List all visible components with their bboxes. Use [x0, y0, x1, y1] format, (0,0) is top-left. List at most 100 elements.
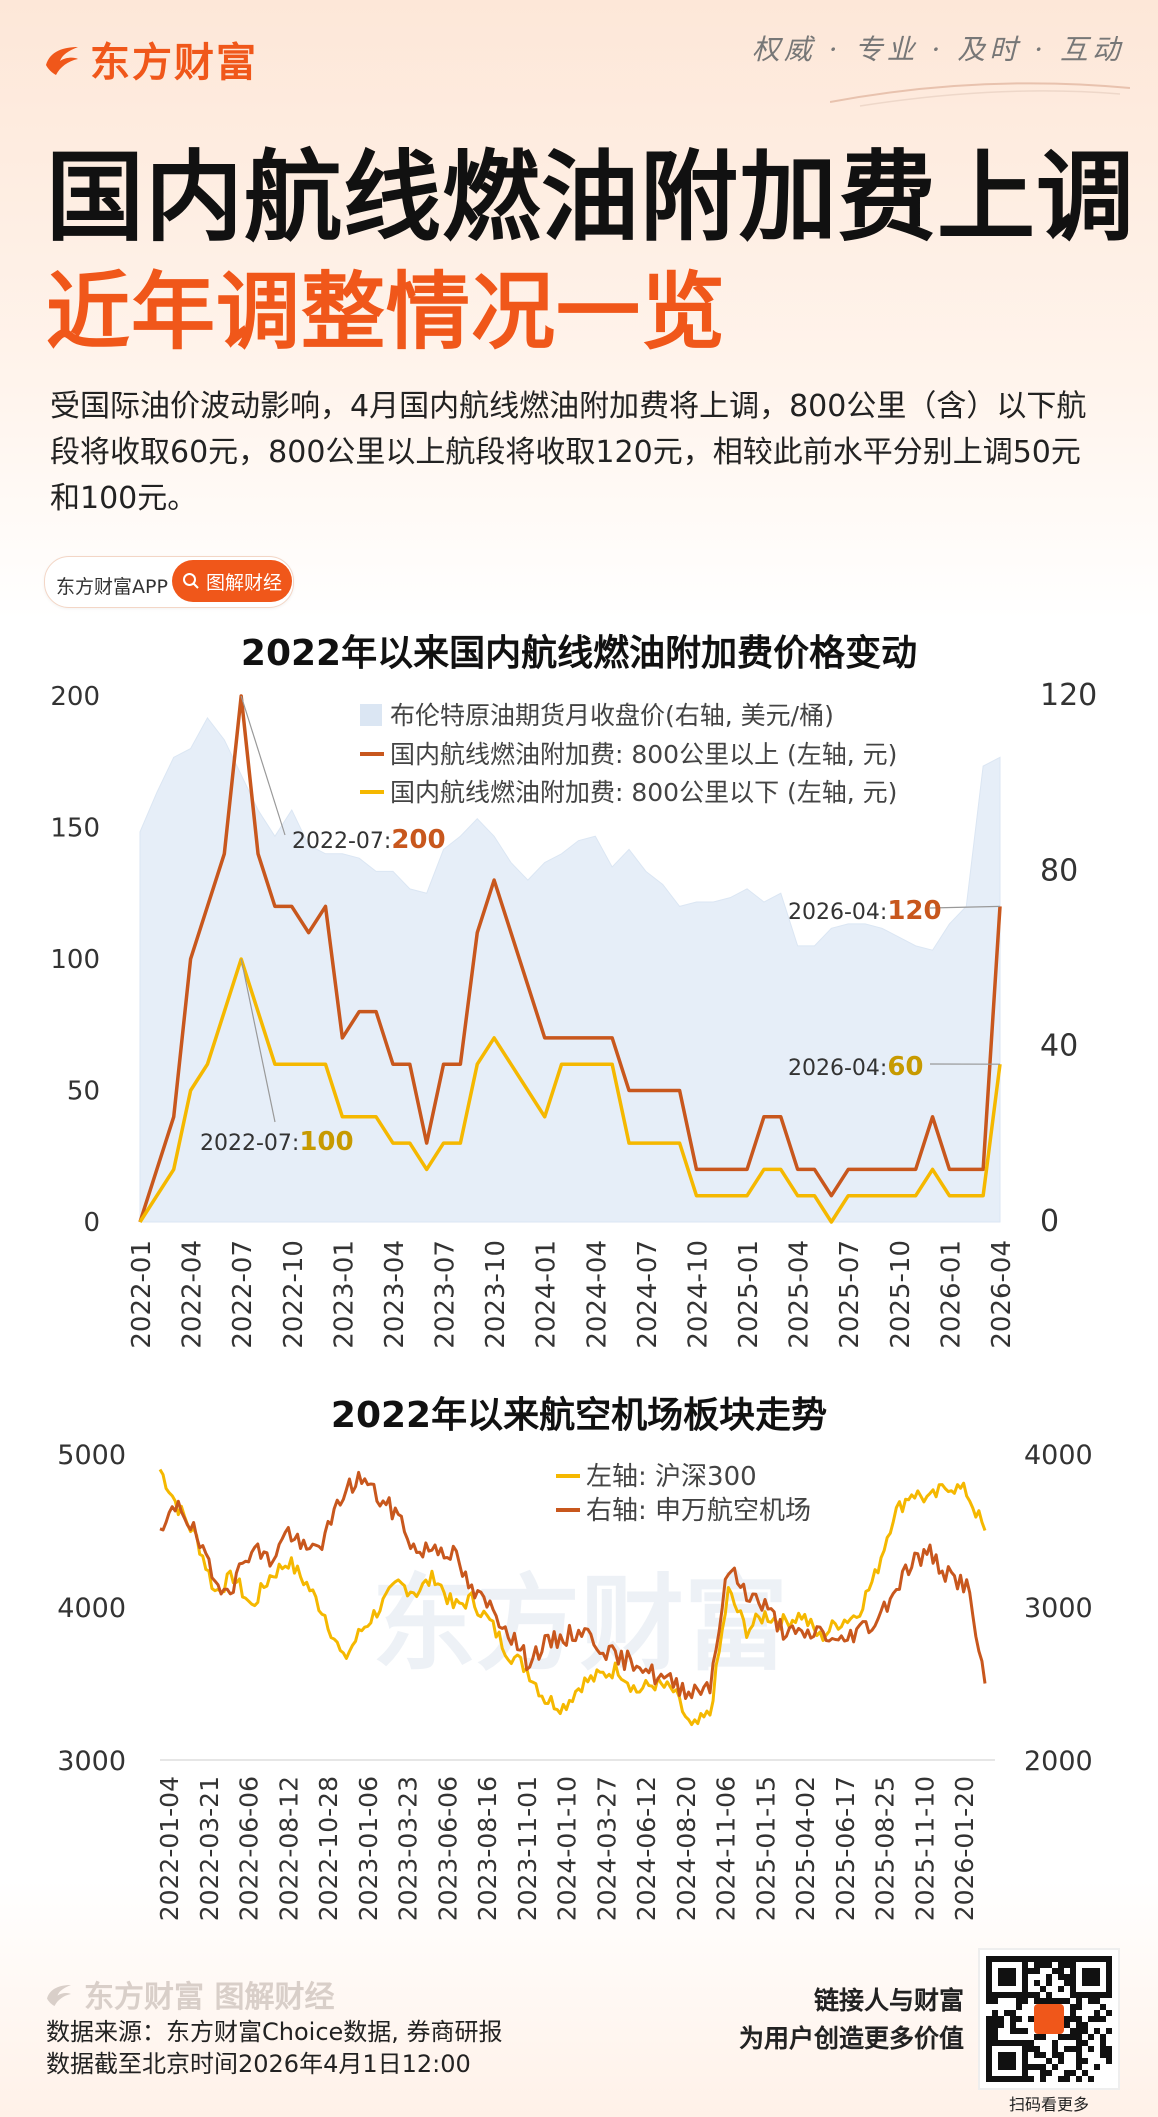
qr-module — [1058, 1956, 1064, 1962]
qr-module — [1100, 2040, 1106, 2046]
qr-module — [1064, 1998, 1070, 2004]
annotation-date: 2022-07: — [200, 1131, 299, 1156]
qr-module — [1076, 2046, 1082, 2052]
brand-logo: 东方财富 — [42, 30, 258, 88]
qr-module — [1040, 2070, 1046, 2076]
qr-module — [1010, 2016, 1016, 2022]
qr-module — [1070, 2004, 1076, 2010]
qr-finder-core — [998, 1968, 1016, 1986]
asof-line: 数据截至北京时间2026年4月1日12:00 — [46, 2050, 471, 2078]
infographic-tag-button[interactable]: 图解财经 — [172, 560, 292, 602]
qr-module — [1082, 2058, 1088, 2064]
qr-module — [1034, 1980, 1040, 1986]
x-tick-label: 2023-08-16 — [473, 1776, 502, 1921]
qr-module — [1046, 2070, 1052, 2076]
qr-module — [1064, 2076, 1070, 2082]
qr-finder-core — [998, 2052, 1016, 2070]
qr-module — [1058, 2058, 1064, 2064]
flame-logo-icon — [47, 1985, 71, 2006]
qr-module — [1034, 2052, 1040, 2058]
qr-module — [1022, 2028, 1028, 2034]
x-tick-label: 2024-01-10 — [553, 1776, 582, 1921]
legend-label-airline: 右轴: 申万航空机场 — [586, 1496, 811, 1526]
x-tick-label: 2023-01 — [329, 1240, 359, 1349]
qr-module — [986, 2022, 992, 2028]
qr-module — [1016, 2028, 1022, 2034]
qr-center-logo-icon — [1034, 2004, 1064, 2034]
x-tick-label: 2026-01 — [936, 1240, 966, 1349]
qr-module — [1040, 2064, 1046, 2070]
right-tick-label: 4000 — [1024, 1440, 1093, 1471]
qr-module — [1064, 1974, 1070, 1980]
chart1-title: 2022年以来国内航线燃油附加费价格变动 — [240, 633, 918, 674]
qr-module — [1040, 2076, 1046, 2082]
x-tick-label: 2023-06-06 — [433, 1776, 462, 1921]
qr-module — [1076, 2058, 1082, 2064]
x-tick-label: 2024-08-20 — [672, 1776, 701, 1921]
source-line: 数据来源：东方财富Choice数据, 券商研报 — [46, 2018, 503, 2046]
x-tick-label: 2024-01 — [532, 1240, 562, 1349]
qr-module — [992, 2028, 998, 2034]
qr-code[interactable] — [978, 1948, 1120, 2090]
x-tick-label: 2024-10 — [683, 1240, 713, 1349]
qr-module — [986, 1998, 992, 2004]
qr-module — [1070, 2016, 1076, 2022]
x-tick-label: 2026-04 — [987, 1240, 1017, 1349]
left-tick-label: 4000 — [57, 1593, 126, 1624]
qr-module — [1100, 2046, 1106, 2052]
qr-module — [1058, 1962, 1064, 1968]
qr-caption: 扫码看更多 — [1008, 2095, 1089, 2114]
annotation-date: 2026-04: — [788, 1056, 887, 1081]
brand-slogan: 权威 · 专业 · 及时 · 互动 — [751, 33, 1124, 66]
legend-label-csi300: 左轴: 沪深300 — [586, 1462, 757, 1492]
x-tick-label: 2025-10 — [886, 1240, 916, 1349]
qr-module — [1088, 2016, 1094, 2022]
x-tick-label: 2025-04-02 — [791, 1776, 820, 1921]
qr-module — [1106, 2010, 1112, 2016]
qr-module — [1094, 2028, 1100, 2034]
qr-module — [1046, 1974, 1052, 1980]
x-tick-label: 2025-04 — [785, 1240, 815, 1349]
x-tick-label: 2024-03-27 — [592, 1776, 621, 1921]
legend-swatch-brent — [360, 704, 382, 726]
x-tick-label: 2025-07 — [835, 1240, 865, 1349]
qr-module — [1058, 1986, 1064, 1992]
x-tick-label: 2024-07 — [633, 1240, 663, 1349]
left-tick-label: 100 — [50, 945, 100, 975]
left-tick-label: 3000 — [57, 1746, 126, 1777]
qr-module — [1082, 2028, 1088, 2034]
qr-module — [1076, 2004, 1082, 2010]
flame-logo-icon — [46, 47, 78, 75]
annotation-date: 2022-07: — [292, 829, 391, 854]
qr-module — [992, 2010, 998, 2016]
x-tick-label: 2023-01-06 — [354, 1776, 383, 1921]
qr-module — [1034, 1968, 1040, 1974]
x-tick-label: 2025-08-25 — [871, 1776, 900, 1921]
x-tick-label: 2023-10 — [481, 1240, 511, 1349]
qr-module — [1058, 2052, 1064, 2058]
qr-module — [1046, 1956, 1052, 1962]
left-tick-label: 50 — [67, 1077, 100, 1107]
right-tick-label: 3000 — [1024, 1593, 1093, 1624]
qr-module — [1028, 1968, 1034, 1974]
x-tick-label: 2023-03-23 — [394, 1776, 423, 1921]
qr-module — [1088, 2034, 1094, 2040]
qr-module — [1070, 2070, 1076, 2076]
app-pill-label: 东方财富APP — [56, 576, 168, 598]
annotation-leader — [240, 695, 286, 836]
annotation: 2022-07:100 — [200, 1127, 354, 1157]
x-tick-label: 2026-01-20 — [950, 1776, 979, 1921]
x-tick-label: 2023-04 — [380, 1240, 410, 1349]
qr-module — [1064, 2016, 1070, 2022]
qr-module — [1052, 1956, 1058, 1962]
annotation-leader — [929, 905, 1001, 909]
qr-module — [1034, 2046, 1040, 2052]
qr-finder-core — [1082, 1968, 1100, 1986]
tagline-2: 为用户创造更多价值 — [738, 2024, 964, 2053]
x-tick-label: 2023-07 — [431, 1240, 461, 1349]
x-tick-label: 2025-11-10 — [910, 1776, 939, 1921]
qr-module — [986, 2034, 992, 2040]
qr-module — [986, 2016, 992, 2022]
qr-module — [1064, 2034, 1070, 2040]
qr-module — [1022, 1998, 1028, 2004]
